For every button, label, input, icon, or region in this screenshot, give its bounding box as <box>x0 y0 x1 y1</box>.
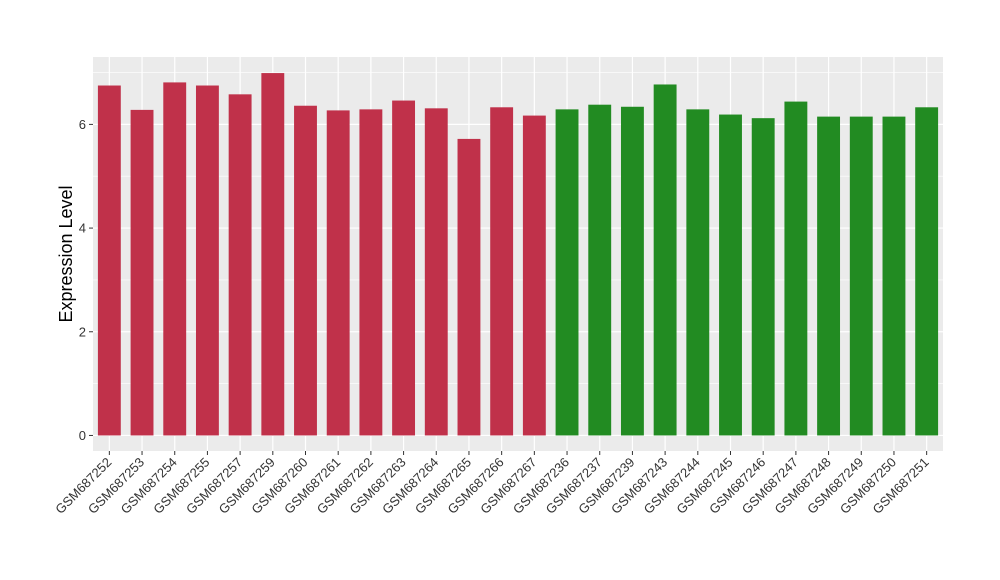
y-tick-label: 4 <box>79 221 86 236</box>
bar-GSM687255 <box>195 85 219 436</box>
y-axis-ticks: 0 2 4 6 <box>79 117 93 443</box>
bar-GSM687250 <box>882 116 906 436</box>
y-tick-label: 6 <box>79 117 86 132</box>
bar-GSM687260 <box>294 105 317 436</box>
bar-GSM687266 <box>490 107 514 436</box>
y-tick-label: 0 <box>79 428 86 443</box>
bar-GSM687247 <box>784 101 808 436</box>
y-axis-title: Expression Level <box>56 185 76 322</box>
bar-GSM687267 <box>522 115 546 436</box>
plot-panel <box>93 57 943 451</box>
bar-GSM687246 <box>751 118 775 436</box>
bar-GSM687261 <box>326 110 350 436</box>
bar-GSM687251 <box>915 107 939 436</box>
bar-GSM687244 <box>686 109 710 436</box>
bar-GSM687262 <box>359 109 383 436</box>
x-axis-ticks: GSM687252GSM687253GSM687254GSM687255GSM6… <box>52 451 932 517</box>
bar-GSM687237 <box>588 104 612 436</box>
bar-GSM687245 <box>719 114 742 436</box>
bar-GSM687249 <box>849 116 873 436</box>
y-tick-label: 2 <box>79 324 86 339</box>
bar-GSM687257 <box>228 94 252 436</box>
bar-GSM687253 <box>130 109 154 436</box>
bar-GSM687265 <box>457 138 481 436</box>
bar-GSM687252 <box>97 85 121 436</box>
bar-GSM687254 <box>163 82 187 436</box>
bar-GSM687236 <box>555 109 579 436</box>
bar-GSM687263 <box>392 100 416 436</box>
bars <box>97 73 939 436</box>
bar-GSM687259 <box>261 73 285 436</box>
bar-GSM687264 <box>424 108 448 436</box>
bar-GSM687248 <box>817 116 841 436</box>
bar-GSM687239 <box>620 106 644 436</box>
bar-GSM687243 <box>653 84 677 436</box>
